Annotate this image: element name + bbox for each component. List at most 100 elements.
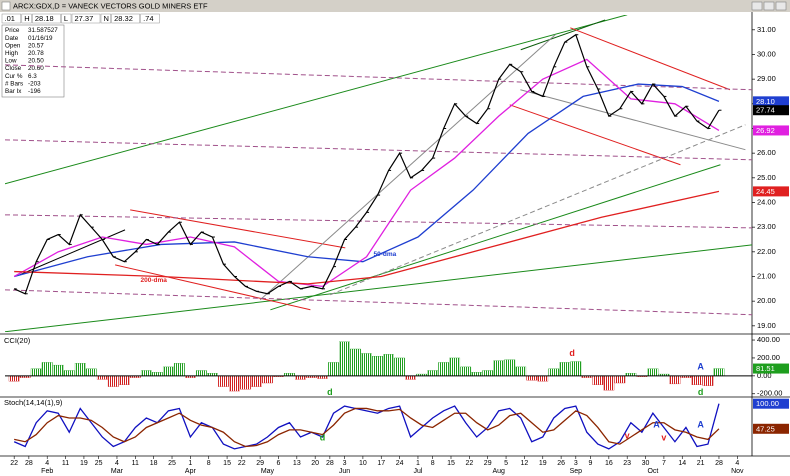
value-tag-label: 47.25 [756, 424, 775, 433]
x-tick-label: 29 [256, 460, 264, 467]
cci-bar [30, 368, 42, 377]
quote-box [32, 13, 61, 24]
info-value: 6.3 [28, 73, 37, 80]
cci-bar [218, 375, 229, 387]
y-tick-label: 0.00 [757, 371, 772, 380]
x-tick-label: 4 [115, 460, 119, 467]
info-label: Date [5, 35, 19, 42]
minimize-button[interactable] [751, 1, 763, 11]
quote-box [1, 13, 22, 24]
annotation: A [697, 361, 704, 371]
cci-bar [41, 362, 53, 377]
cci-bar [482, 370, 494, 377]
trend-line [520, 89, 746, 151]
info-value: -203 [28, 80, 41, 87]
trend-line [520, 19, 606, 51]
cci-bar [504, 359, 516, 377]
x-tick-label: 6 [277, 460, 281, 467]
x-tick-label: 4 [735, 460, 739, 467]
x-tick-label: 19 [539, 460, 547, 467]
annotation: 50-dma [374, 251, 397, 258]
x-tick-label: 24 [396, 460, 404, 467]
cci-bar [229, 375, 240, 392]
month-label: Aug [492, 468, 505, 475]
annotation: d [327, 387, 333, 397]
cci-bar [526, 375, 538, 381]
x-tick-label: 8 [431, 460, 435, 467]
y-tick-label: 31.00 [757, 25, 776, 34]
month-label: Jul [413, 468, 422, 475]
month-label: Oct [647, 468, 658, 475]
cci-bar [691, 375, 703, 385]
quote-strip: .01 H 28.18 L 27.37 N 28.32 .74 [1, 13, 160, 24]
cci-bar [52, 364, 64, 377]
month-label: Sep [570, 468, 583, 475]
x-tick-label: 29 [484, 460, 492, 467]
x-tick-label: 11 [62, 460, 69, 467]
trend-line [270, 164, 721, 311]
cci-bar [96, 375, 108, 380]
cci-bar [196, 370, 207, 377]
annotation: d [320, 432, 326, 442]
cci-bar [361, 353, 372, 377]
x-tick-label: 18 [150, 460, 158, 467]
trend-line [5, 64, 752, 91]
month-label: Nov [731, 468, 744, 475]
cci-bar [162, 366, 174, 377]
info-value: 01/16/19 [28, 35, 53, 42]
value-tag-label: 26.92 [756, 126, 775, 135]
maximize-button[interactable] [763, 1, 775, 11]
cci-bar [151, 372, 163, 377]
x-tick-label: 19 [80, 460, 88, 467]
cci-bar [74, 363, 86, 377]
quote-text: 27.37 [75, 14, 94, 23]
trend-line [115, 264, 311, 311]
panel [5, 15, 752, 332]
y-tick-label: 200.00 [757, 353, 780, 362]
x-tick-label: 10 [359, 460, 367, 467]
cci-bar [669, 375, 681, 385]
x-tick-label: 17 [377, 460, 385, 467]
trend-line [130, 209, 346, 249]
cci-bar [372, 355, 383, 377]
y-tick-label: 400.00 [757, 335, 780, 344]
y-tick-label: 29.00 [757, 74, 776, 83]
cci-bar [537, 375, 549, 382]
cci-bar [702, 375, 714, 386]
cci-bar [570, 361, 582, 377]
quote-box [140, 13, 160, 24]
trend-line [330, 124, 746, 296]
y-tick-label: 19.00 [757, 321, 776, 330]
quote-text: .74 [143, 14, 153, 23]
value-tag-label: 27.74 [756, 106, 775, 115]
cci-bar [383, 354, 394, 377]
value-tag [753, 423, 789, 434]
x-tick-label: 14 [678, 460, 686, 467]
quote-box [111, 13, 140, 24]
info-label: Bar Ix [5, 88, 22, 95]
x-tick-label: 1 [188, 460, 192, 467]
quote-box [21, 13, 32, 24]
y-tick-label: 23.00 [757, 222, 776, 231]
x-tick-label: 12 [521, 460, 529, 467]
cci-bar [140, 370, 152, 377]
annotation: v [625, 430, 630, 440]
value-tag [753, 125, 789, 136]
trend-line [5, 15, 628, 185]
x-tick-label: 8 [207, 460, 211, 467]
quote-text: N [104, 14, 109, 23]
x-tick-label: 3 [343, 460, 347, 467]
chart-title: ARCX:GDX,D = VANECK VECTORS GOLD MINERS … [13, 1, 208, 10]
annotation: v [661, 432, 666, 442]
cci-bar [515, 366, 527, 377]
cci-bar [405, 375, 417, 380]
info-value: 31.587527 [28, 27, 58, 34]
indicator-line [14, 190, 720, 285]
cci-bar [614, 375, 626, 384]
cci-bar [460, 366, 472, 377]
window-icon[interactable] [1, 1, 11, 11]
x-tick-label: 15 [447, 460, 455, 467]
close-button[interactable] [775, 1, 787, 11]
x-tick-label: 23 [623, 460, 631, 467]
annotation: A [697, 419, 704, 429]
